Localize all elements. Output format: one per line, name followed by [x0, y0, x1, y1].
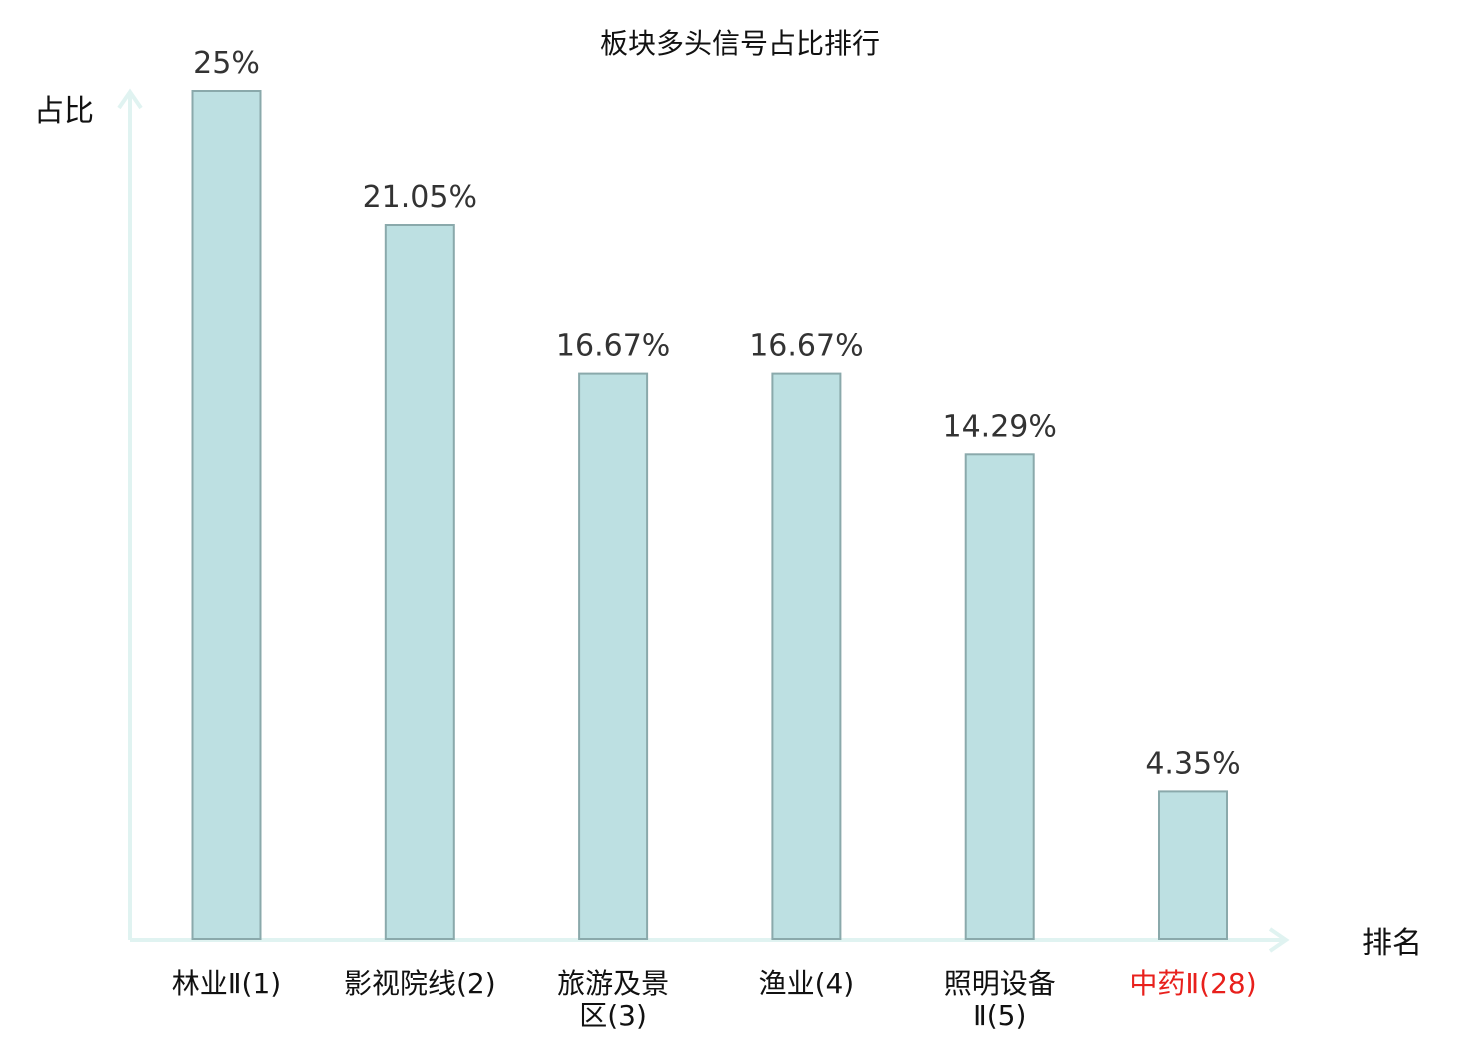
bar — [964, 453, 1035, 940]
x-tick-label: Ⅱ(5) — [973, 999, 1026, 1032]
x-tick-label: 中药Ⅱ(28) — [1129, 967, 1256, 1000]
data-label: 25% — [193, 46, 260, 81]
y-axis-label: 占比 — [34, 94, 94, 129]
x-tick-label: 区(3) — [579, 999, 647, 1032]
data-label: 21.05% — [363, 180, 477, 215]
bar — [191, 90, 262, 940]
bar — [771, 372, 842, 941]
x-axis-label: 排名 — [1362, 926, 1422, 961]
x-tick-label: 照明设备 — [944, 967, 1056, 1000]
bar — [578, 372, 649, 941]
x-axis — [130, 927, 1290, 953]
chart-title: 板块多头信号占比排行 — [600, 27, 880, 60]
y-axis — [117, 88, 143, 940]
x-tick-label: 影视院线(2) — [344, 967, 496, 1000]
data-label: 16.67% — [556, 329, 670, 364]
bar — [384, 224, 455, 940]
data-label: 16.67% — [749, 329, 863, 364]
bar — [1158, 790, 1228, 941]
bars-group — [191, 90, 1228, 941]
value-labels-group: 25% 21.05% 16.67% 16.67% 14.29% 4.35% — [193, 46, 1241, 781]
data-label: 14.29% — [943, 409, 1057, 444]
x-tick-label: 渔业(4) — [759, 967, 855, 1000]
data-label: 4.35% — [1145, 746, 1240, 781]
x-tick-label: 旅游及景 — [557, 967, 669, 1000]
x-tick-label: 林业Ⅱ(1) — [172, 967, 281, 1000]
